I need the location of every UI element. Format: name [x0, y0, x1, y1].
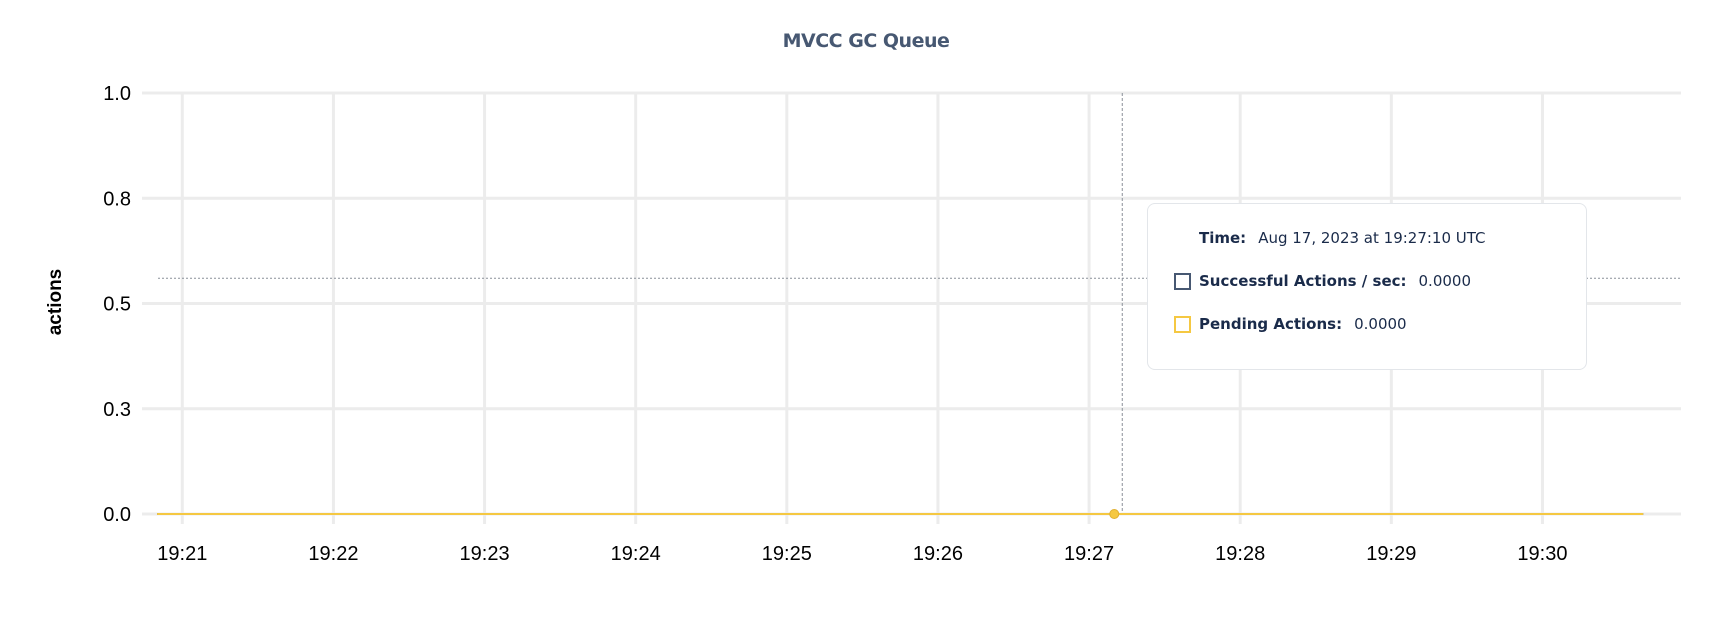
y-tick-label: 0.0 — [103, 504, 131, 526]
tooltip-series-label: Successful Actions / sec: — [1199, 272, 1407, 290]
hover-point — [1109, 509, 1120, 519]
tooltip-series-value: 0.0000 — [1354, 315, 1407, 333]
x-tick-label: 19:25 — [762, 543, 812, 565]
x-tick-label: 19:26 — [913, 543, 963, 565]
x-tick-label: 19:28 — [1215, 543, 1265, 565]
chart-title: MVCC GC Queue — [782, 30, 950, 52]
legend-swatch-successful — [1174, 272, 1191, 290]
tooltip: Time: Aug 17, 2023 at 19:27:10 UTC Succe… — [1147, 203, 1587, 370]
y-tick-label: 0.8 — [103, 188, 131, 210]
y-tick-labels: 0.0 0.3 0.5 0.8 1.0 — [103, 83, 131, 526]
y-tick-label: 1.0 — [103, 83, 131, 105]
series-lines — [157, 509, 1644, 519]
x-tick-label: 19:24 — [611, 543, 661, 565]
x-tick-label: 19:30 — [1517, 543, 1567, 565]
y-tick-label: 0.5 — [103, 294, 131, 316]
x-tick-label: 19:21 — [157, 543, 207, 565]
tooltip-time-value: Aug 17, 2023 at 19:27:10 UTC — [1258, 229, 1486, 247]
tooltip-series-value: 0.0000 — [1418, 272, 1472, 290]
x-tick-label: 19:29 — [1366, 543, 1416, 565]
tooltip-series-label: Pending Actions: — [1199, 315, 1343, 333]
y-axis-label: actions — [45, 268, 66, 336]
tooltip-time-label: Time: — [1199, 229, 1247, 247]
x-tick-labels: 19:21 19:22 19:23 19:24 19:25 19:26 19:27 19:28… — [157, 543, 1567, 565]
x-tick-label: 19:27 — [1064, 543, 1114, 565]
y-tick-label: 0.3 — [103, 399, 131, 421]
legend-swatch-pending — [1174, 315, 1191, 333]
x-tick-label: 19:23 — [460, 543, 510, 565]
x-tick-label: 19:22 — [308, 543, 358, 565]
